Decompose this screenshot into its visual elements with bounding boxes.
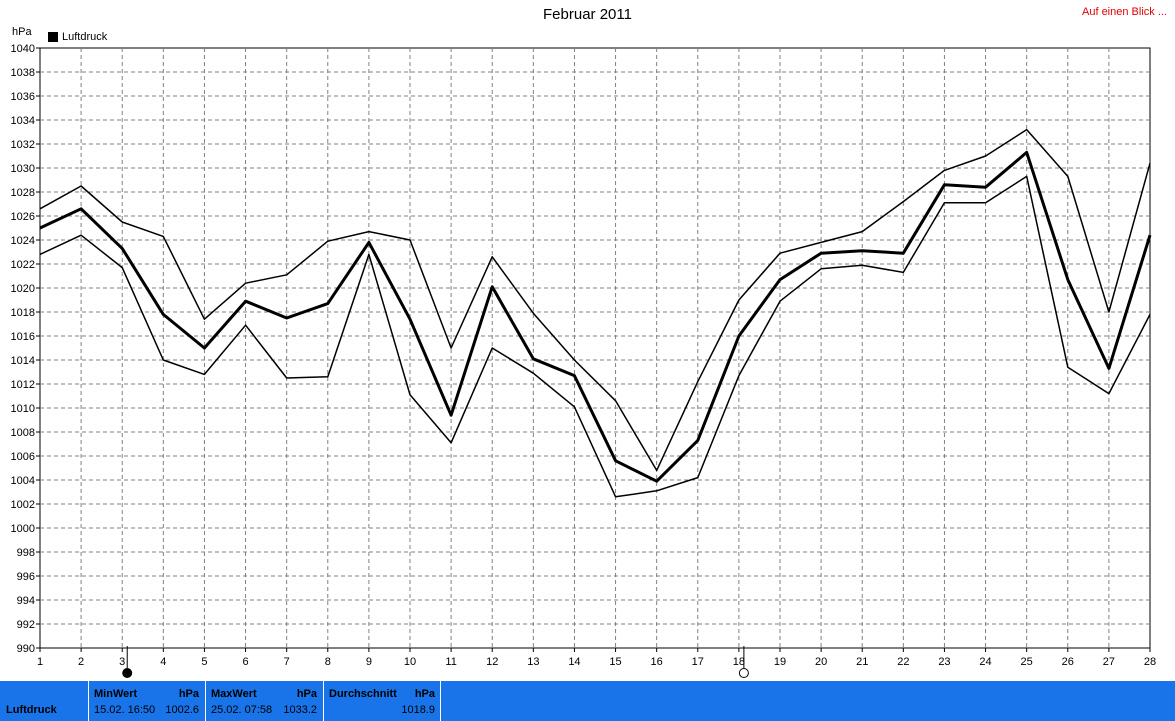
y-tick-label: 1010 [11, 403, 35, 415]
y-tick-label: 1026 [11, 211, 35, 223]
max-time: 25.02. 07:58 [211, 704, 273, 716]
x-tick-label: 16 [651, 656, 663, 668]
x-tick-label: 9 [366, 656, 372, 668]
x-tick-label: 21 [856, 656, 868, 668]
x-tick-label: 5 [201, 656, 207, 668]
series-line-min [39, 175, 1151, 498]
series-line-max [39, 128, 1151, 472]
y-tick-label: 1004 [11, 475, 35, 487]
overview-link[interactable]: Auf einen Blick ... [1082, 6, 1167, 18]
x-tick-label: 19 [774, 656, 786, 668]
x-tick-label: 6 [242, 656, 248, 668]
y-tick-label: 1008 [11, 427, 35, 439]
x-tick-label: 14 [568, 656, 580, 668]
y-tick-label: 1018 [11, 307, 35, 319]
y-tick-label: 1036 [11, 91, 35, 103]
x-tick-label: 25 [1021, 656, 1033, 668]
y-tick-label: 1032 [11, 139, 35, 151]
y-tick-label: 996 [17, 571, 35, 583]
y-tick-label: 1024 [11, 235, 35, 247]
y-tick-label: 1034 [11, 115, 35, 127]
x-tick-label: 17 [692, 656, 704, 668]
max-unit: hPa [296, 688, 317, 700]
x-tick-label: 22 [897, 656, 909, 668]
legend-swatch [48, 32, 58, 42]
avg-unit: hPa [414, 688, 435, 700]
stats-footer: Luftdruck MinWert hPa 15.02. 16:50 1002.6 … [0, 681, 1175, 721]
x-tick-label: 4 [160, 656, 166, 668]
plot-area [39, 47, 1151, 649]
full-moon-icon [122, 668, 133, 678]
x-tick-label: 15 [609, 656, 621, 668]
max-value-box: MaxWert hPa 25.02. 07:58 1033.2 [205, 681, 322, 721]
avg-header: Durchschnitt [329, 688, 397, 700]
series-line-mean [39, 150, 1152, 483]
y-tick-label: 1012 [11, 379, 35, 391]
legend-label: Luftdruck [62, 31, 108, 43]
x-tick-label: 23 [938, 656, 950, 668]
min-value: 1002.6 [165, 704, 199, 716]
y-tick-label: 1040 [11, 43, 35, 55]
x-tick-label: 28 [1144, 656, 1156, 668]
x-tick-label: 10 [404, 656, 416, 668]
x-tick-label: 26 [1062, 656, 1074, 668]
x-tick-label: 11 [445, 656, 456, 668]
max-header: MaxWert [211, 688, 257, 700]
min-unit: hPa [178, 688, 199, 700]
y-tick-label: 1028 [11, 187, 35, 199]
y-tick-label: 1006 [11, 451, 35, 463]
avg-value: 1018.9 [401, 704, 435, 716]
x-tick-label: 27 [1103, 656, 1115, 668]
y-axis-unit: hPa [12, 26, 32, 38]
y-tick-label: 1014 [11, 355, 35, 367]
stats-series-label: Luftdruck [6, 704, 57, 716]
y-tick-label: 1000 [11, 523, 35, 535]
chart: 9909929949969981000100210041006100810101… [11, 43, 1156, 678]
y-tick-label: 1016 [11, 331, 35, 343]
y-tick-label: 998 [17, 547, 35, 559]
x-tick-label: 24 [979, 656, 991, 668]
x-tick-label: 1 [37, 656, 43, 668]
x-tick-label: 7 [284, 656, 290, 668]
chart-title: Februar 2011 [543, 6, 632, 23]
y-tick-label: 1022 [11, 259, 35, 271]
legend: Luftdruck [48, 31, 107, 43]
average-value-box: Durchschnitt hPa 1018.9 [323, 681, 441, 721]
x-tick-label: 12 [486, 656, 498, 668]
y-tick-label: 992 [17, 619, 35, 631]
y-tick-label: 990 [17, 643, 35, 655]
x-tick-label: 3 [119, 656, 125, 668]
y-tick-label: 994 [17, 595, 35, 607]
y-tick-label: 1020 [11, 283, 35, 295]
y-tick-label: 1030 [11, 163, 35, 175]
y-tick-label: 1002 [11, 499, 35, 511]
new-moon-icon [738, 668, 749, 678]
x-tick-label: 8 [325, 656, 331, 668]
x-tick-label: 18 [733, 656, 745, 668]
max-value: 1033.2 [283, 704, 317, 716]
x-tick-label: 2 [78, 656, 84, 668]
min-header: MinWert [94, 688, 138, 700]
min-time: 15.02. 16:50 [94, 704, 156, 716]
x-tick-label: 13 [527, 656, 539, 668]
x-tick-label: 20 [815, 656, 827, 668]
min-value-box: MinWert hPa 15.02. 16:50 1002.6 [88, 681, 204, 721]
y-tick-label: 1038 [11, 67, 35, 79]
